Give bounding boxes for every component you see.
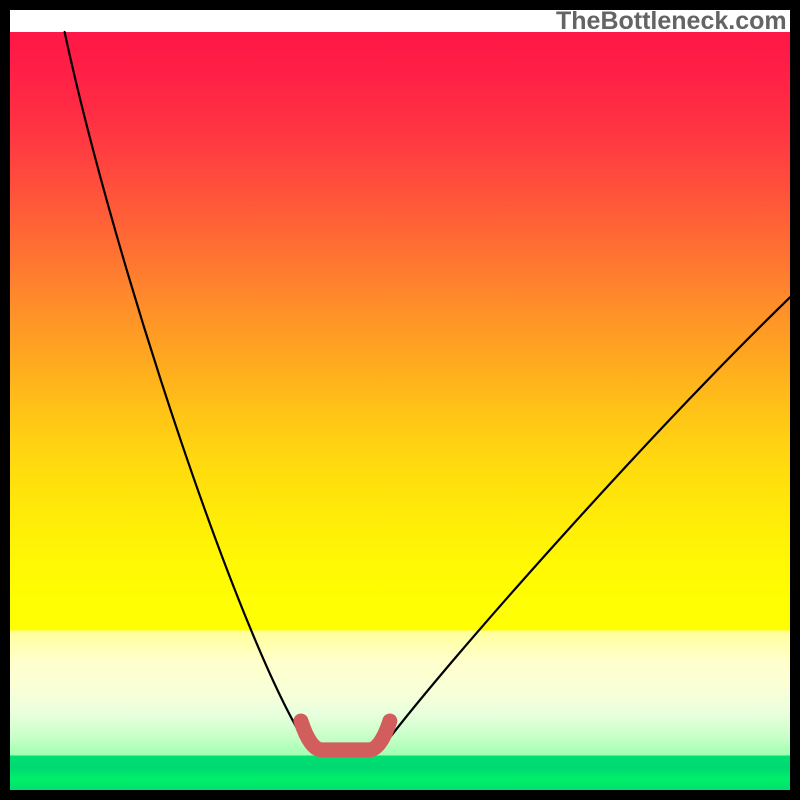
watermark-text: TheBottleneck.com [556, 7, 787, 36]
plot-background [10, 32, 790, 790]
chart-svg [0, 0, 800, 800]
chart-root: TheBottleneck.com [0, 0, 800, 800]
